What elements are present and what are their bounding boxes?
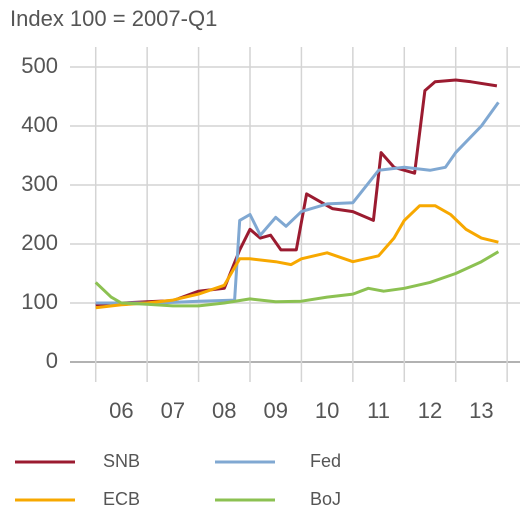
line: [95, 78, 498, 307]
legend-label: SNB: [103, 451, 140, 471]
y-tick-label: 200: [21, 230, 58, 255]
x-tick-label: 06: [109, 398, 133, 423]
y-tick-label: 300: [21, 171, 58, 196]
line: [94, 250, 500, 308]
line: [95, 204, 499, 310]
y-tick-label: 400: [21, 112, 58, 137]
x-tick-label: 10: [315, 398, 339, 423]
line: [95, 101, 500, 305]
x-tick-label: 08: [212, 398, 236, 423]
x-tick-label: 12: [418, 398, 442, 423]
legend-label: Fed: [310, 451, 341, 471]
x-tick-label: 09: [263, 398, 287, 423]
y-tick-label: 500: [21, 53, 58, 78]
x-tick-label: 13: [469, 398, 493, 423]
chart-subtitle: Index 100 = 2007-Q1: [10, 6, 217, 31]
x-tick-label: 07: [161, 398, 185, 423]
y-tick-label: 100: [21, 289, 58, 314]
legend-label: BoJ: [310, 489, 341, 509]
x-tick-label: 11: [367, 398, 390, 423]
y-tick-label: 0: [46, 348, 58, 373]
legend-label: ECB: [103, 489, 140, 509]
